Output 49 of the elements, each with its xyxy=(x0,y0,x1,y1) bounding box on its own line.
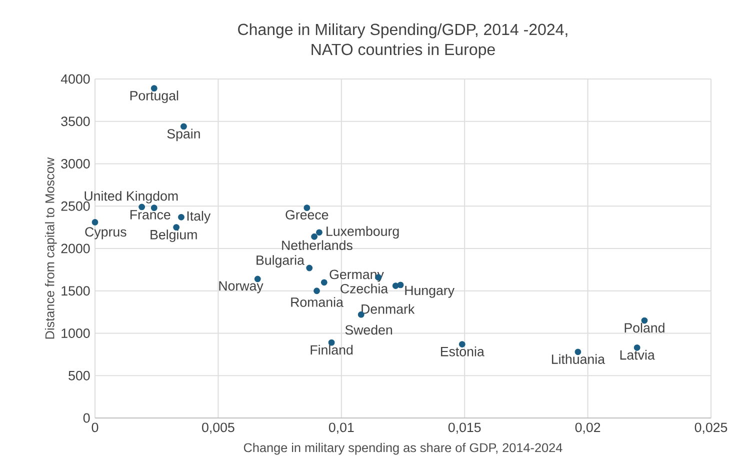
y-tick-label: 1500 xyxy=(62,286,90,296)
annotation: Bulgaria xyxy=(256,255,304,268)
annotation: Belgium xyxy=(150,230,197,242)
annotation: Lithuania xyxy=(552,354,606,364)
y-axis-title: Distance from capital to Moscow xyxy=(45,157,57,339)
x-axis-title: Change in military spending as share of GDP, 2014-2024 xyxy=(244,442,562,455)
y-tick-label: 1000 xyxy=(62,328,90,338)
annotation: Spain xyxy=(167,128,200,142)
point xyxy=(92,219,98,226)
annotation: Portugal xyxy=(130,90,178,104)
point xyxy=(392,282,399,289)
y-tick-label: 2000 xyxy=(61,244,90,254)
y-tick-label: 0 xyxy=(83,413,90,423)
annotation: Sweden xyxy=(345,324,392,335)
point xyxy=(306,264,313,272)
y-tick-label: 500 xyxy=(68,370,90,380)
annotation: France xyxy=(130,210,170,220)
point xyxy=(314,288,320,294)
annotation: Czechia xyxy=(340,284,388,294)
point xyxy=(138,204,146,210)
annotation: Norway xyxy=(219,281,264,294)
chart-title: Change in Military Spending/GDP, 2014 -2024, NATO countries in Europe xyxy=(238,23,568,58)
point xyxy=(397,282,404,288)
annotation: Cyprus xyxy=(85,227,126,240)
x-tick-label: 0,005 xyxy=(202,422,234,434)
annotation: Netherlands xyxy=(282,240,352,250)
annotation: Luxembourg xyxy=(326,226,399,239)
point xyxy=(178,214,184,220)
y-tick-label: 4000 xyxy=(60,74,90,84)
annotation: Denmark xyxy=(362,304,415,314)
annotation: Finland xyxy=(310,344,353,355)
x-tick-label: 0,02 xyxy=(575,422,600,434)
annotation: Estonia xyxy=(440,346,484,356)
x-tick-label: 0,01 xyxy=(328,422,354,434)
y-tick-label: 3000 xyxy=(61,159,90,168)
x-tick-label: 0,025 xyxy=(694,422,728,434)
y-tick-label: 3500 xyxy=(61,116,90,126)
annotation: Poland xyxy=(624,322,664,333)
x-tick-label: 0,015 xyxy=(448,422,481,434)
x-tick-label: 0 xyxy=(92,422,98,432)
point xyxy=(316,229,322,236)
annotation: Italy xyxy=(187,210,211,224)
annotation: Greece xyxy=(286,210,328,220)
y-tick-label: 2500 xyxy=(61,201,90,211)
point xyxy=(320,279,328,286)
annotation: Hungary xyxy=(405,286,455,298)
point xyxy=(311,233,318,240)
annotation: Latvia xyxy=(620,350,655,360)
annotation: Romania xyxy=(291,297,344,307)
